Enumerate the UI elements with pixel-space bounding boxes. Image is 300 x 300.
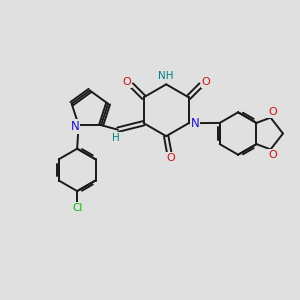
Text: N: N xyxy=(71,120,80,133)
Text: O: O xyxy=(268,107,277,117)
Text: O: O xyxy=(268,150,277,160)
Text: H: H xyxy=(112,133,120,143)
Text: O: O xyxy=(202,77,210,87)
Text: Cl: Cl xyxy=(72,203,82,213)
Text: O: O xyxy=(122,77,131,87)
Text: NH: NH xyxy=(158,71,174,81)
Text: O: O xyxy=(166,153,175,163)
Text: N: N xyxy=(191,117,200,130)
